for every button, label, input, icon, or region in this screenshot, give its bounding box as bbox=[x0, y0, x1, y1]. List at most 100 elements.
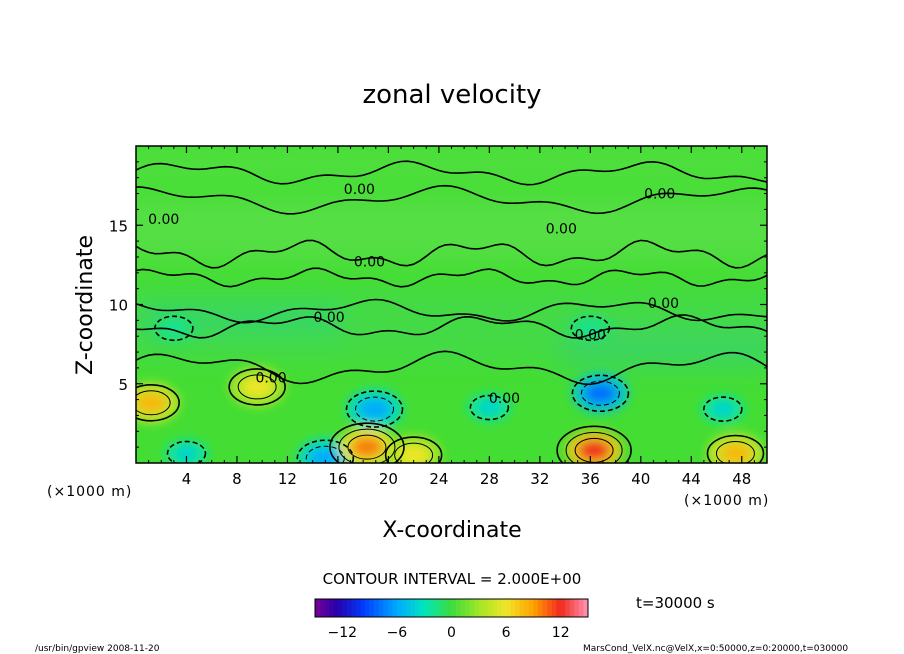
colorbar-ticks: −12 −6 0 6 12 bbox=[328, 625, 570, 641]
contour-ring bbox=[154, 315, 194, 342]
field-feature-core bbox=[309, 448, 342, 463]
colorbar-segment bbox=[428, 599, 434, 617]
x-unit-right: (×1000 m) bbox=[684, 493, 769, 509]
field-feature-core bbox=[358, 399, 391, 420]
colorbar-segment bbox=[451, 599, 457, 617]
colorbar-tick-label: 6 bbox=[502, 625, 511, 641]
y-tick-label: 10 bbox=[109, 297, 128, 315]
colorbar-segment bbox=[497, 599, 502, 617]
field-feature-core bbox=[350, 437, 383, 458]
colorbar-segment bbox=[396, 599, 402, 617]
colorbar-segment bbox=[437, 599, 443, 617]
contour-label: 0.00 bbox=[354, 255, 385, 271]
colorbar-segment bbox=[583, 599, 589, 617]
time-label: t=30000 s bbox=[636, 594, 715, 612]
chart-title: zonal velocity bbox=[362, 80, 541, 110]
colorbar-segment bbox=[474, 599, 480, 617]
contour-ring bbox=[338, 428, 396, 463]
contour-ring bbox=[565, 431, 623, 463]
x-axis-label: X-coordinate bbox=[382, 518, 521, 543]
plot-area bbox=[136, 146, 767, 463]
contour-label: 0.00 bbox=[344, 182, 375, 198]
contour-ring bbox=[556, 425, 632, 463]
contour-ring bbox=[394, 442, 434, 463]
colorbar-segment bbox=[360, 599, 366, 617]
contour-ring bbox=[703, 396, 743, 422]
contour-ring bbox=[345, 390, 404, 428]
contour-line bbox=[136, 298, 767, 324]
y-axis-label: Z-coordinate bbox=[73, 235, 98, 375]
colorbar-segment bbox=[574, 599, 580, 617]
contour-ring bbox=[571, 374, 630, 413]
colorbar-segment bbox=[424, 599, 430, 617]
colorbar-segment bbox=[542, 599, 548, 617]
contour-line bbox=[136, 350, 767, 386]
x-tick-label: 32 bbox=[530, 470, 549, 488]
x-tick-label: 44 bbox=[682, 470, 701, 488]
colorbar-segment bbox=[506, 599, 511, 617]
contour-label: 0.00 bbox=[575, 328, 606, 344]
colorbar-segment bbox=[551, 599, 557, 617]
field-feature-core bbox=[711, 402, 734, 417]
contour-label: 0.00 bbox=[255, 370, 286, 386]
footer-left: /usr/bin/gpview 2008-11-20 bbox=[35, 644, 160, 654]
contour-ring bbox=[296, 439, 355, 463]
contour-label: 0.00 bbox=[644, 187, 675, 203]
field-feature-core bbox=[478, 400, 501, 415]
contour-ring bbox=[347, 434, 387, 460]
colorbar-segment bbox=[351, 599, 357, 617]
colorbar-segment bbox=[569, 599, 575, 617]
colorbar-segment bbox=[528, 599, 534, 617]
contour-line bbox=[136, 239, 767, 269]
colorbar-segment bbox=[342, 599, 348, 617]
x-tick-label: 36 bbox=[581, 470, 600, 488]
colorbar-segment bbox=[319, 599, 325, 617]
colorbar-tick-label: 0 bbox=[447, 625, 456, 641]
colorbar-segment bbox=[392, 599, 398, 617]
colorbar-segment bbox=[401, 599, 407, 617]
colorbar-segment bbox=[456, 599, 461, 617]
colorbar-segment bbox=[415, 599, 420, 617]
field-feature-core bbox=[578, 440, 611, 461]
colorbar-segment bbox=[515, 599, 521, 617]
colorbar-segment bbox=[460, 599, 466, 617]
contour-labels: 0.00 0.00 0.00 0.00 0.00 0.00 0.00 0.00 0.00 0.00 bbox=[148, 182, 679, 407]
x-tick-label: 16 bbox=[328, 470, 347, 488]
contour-label: 0.00 bbox=[546, 221, 577, 237]
colorbar-segment bbox=[333, 599, 339, 617]
colorbar-segment bbox=[478, 599, 484, 617]
contour-line bbox=[136, 184, 767, 215]
colorbar-tick-label: 12 bbox=[552, 625, 570, 641]
colorbar-segment bbox=[501, 599, 507, 617]
colorbar-segment bbox=[519, 599, 525, 617]
contour-line bbox=[136, 160, 767, 186]
colorbar-segment bbox=[355, 599, 361, 617]
colorbar-segment bbox=[328, 599, 334, 617]
colorbar-segment bbox=[510, 599, 516, 617]
colorbar-segment bbox=[483, 599, 489, 617]
colorbar-segment bbox=[578, 599, 584, 617]
y-axis: 5 10 15 bbox=[109, 161, 767, 448]
colorbar-frame bbox=[314, 598, 589, 618]
x-tick-label: 28 bbox=[480, 470, 499, 488]
colorbar-segment bbox=[492, 599, 498, 617]
colorbar-segment bbox=[406, 599, 411, 617]
colorbar-segment bbox=[383, 599, 389, 617]
y-tick-label: 5 bbox=[118, 376, 128, 394]
x-tick-label: 8 bbox=[232, 470, 242, 488]
x-tick-label: 48 bbox=[732, 470, 751, 488]
contour-label: 0.00 bbox=[489, 391, 520, 407]
colorbar-segment bbox=[537, 599, 543, 617]
colorbar-segment bbox=[419, 599, 425, 617]
colorbar-segment bbox=[565, 599, 571, 617]
x-tick-label: 24 bbox=[429, 470, 448, 488]
colorbar-segment bbox=[446, 599, 452, 617]
contour-line bbox=[136, 267, 767, 288]
x-tick-label: 12 bbox=[278, 470, 297, 488]
contour-label: 0.00 bbox=[148, 212, 179, 228]
x-tick-label: 20 bbox=[379, 470, 398, 488]
field-feature-core bbox=[719, 443, 752, 463]
colorbar-tick-label: −6 bbox=[387, 625, 408, 641]
contour-ring bbox=[136, 390, 171, 416]
